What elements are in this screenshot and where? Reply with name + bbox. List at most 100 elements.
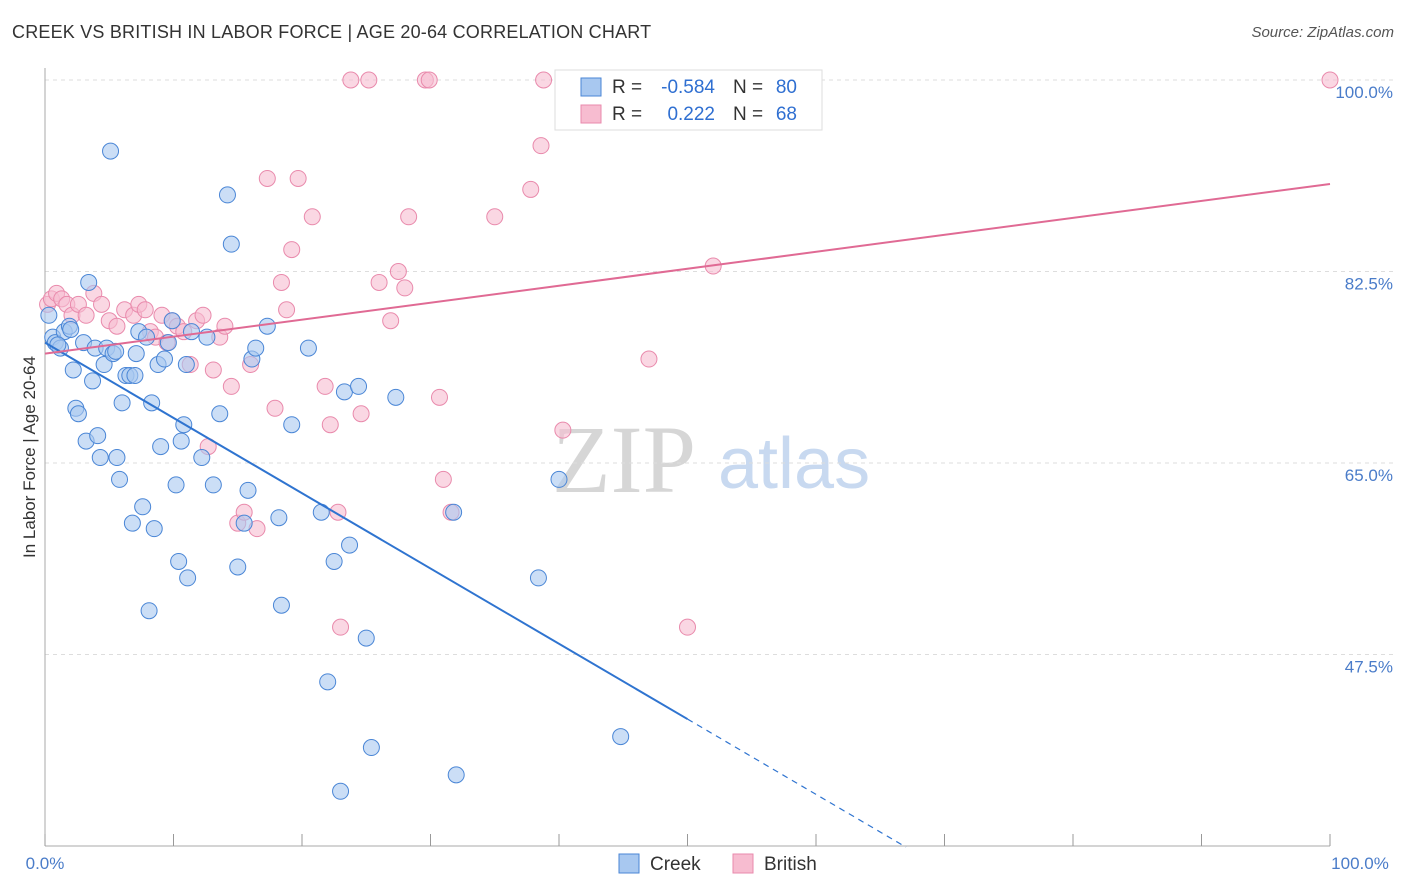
- creek-point-71: [447, 766, 465, 784]
- creek-point-34: [152, 438, 170, 456]
- british-point-37: [272, 273, 290, 291]
- creek-point-47: [211, 405, 229, 423]
- creek-point-56: [270, 509, 288, 527]
- creek-point-55: [258, 317, 276, 335]
- creek-point-79: [177, 356, 195, 374]
- source-label: Source: ZipAtlas.com: [1251, 24, 1394, 41]
- creek-point-61: [319, 673, 337, 691]
- british-point-50: [382, 312, 400, 330]
- creek-point-64: [335, 383, 353, 401]
- creek-point-28: [134, 498, 152, 516]
- british-point-27: [204, 361, 222, 379]
- british-point-51: [389, 263, 407, 280]
- y-axis-label: In Labor Force | Age 20-64: [20, 356, 39, 558]
- creek-point-42: [179, 569, 197, 587]
- creek-point-74: [612, 728, 630, 746]
- creek-point-70: [445, 503, 463, 521]
- creek-point-48: [218, 186, 236, 204]
- british-trend-line: [44, 182, 1331, 355]
- y-tick-label-47.5: 47.5%: [1345, 658, 1393, 677]
- british-point-41: [303, 208, 321, 226]
- british-point-47: [352, 405, 370, 423]
- creek-point-73: [550, 470, 568, 488]
- british-series: [39, 71, 1339, 636]
- watermark-atlas: atlas: [718, 424, 870, 504]
- british-point-7: [77, 306, 95, 324]
- creek-point-69: [387, 388, 405, 406]
- creek-point-51: [235, 514, 253, 532]
- british-point-49: [370, 273, 388, 291]
- british-point-42: [316, 377, 334, 395]
- british-point-60: [522, 180, 540, 198]
- creek-point-29: [138, 328, 156, 346]
- creek-trend-extension: [687, 718, 907, 848]
- british-point-46: [342, 71, 360, 89]
- british-point-48: [360, 71, 378, 89]
- british-point-25: [194, 306, 212, 324]
- creek-point-11: [80, 273, 98, 291]
- british-point-36: [266, 399, 284, 417]
- creek-point-46: [204, 476, 222, 494]
- legend-creek-r-value: -0.584: [661, 77, 715, 98]
- creek-point-39: [170, 552, 188, 570]
- legend-creek-n-label: N =: [733, 77, 763, 98]
- british-point-9: [93, 295, 111, 313]
- legend-british-swatch: [580, 104, 602, 124]
- x-tick-label-max: 100.0%: [1331, 854, 1389, 873]
- british-point-11: [108, 317, 126, 335]
- y-tick-label-100: 100.0%: [1335, 83, 1393, 102]
- legend-creek-r-label: R =: [612, 77, 642, 98]
- creek-point-12: [84, 372, 102, 390]
- creek-point-63: [332, 782, 350, 800]
- british-point-29: [216, 317, 234, 335]
- british-point-30: [222, 377, 240, 395]
- creek-point-62: [325, 552, 343, 570]
- creek-point-67: [357, 629, 375, 647]
- creek-point-76: [62, 320, 80, 338]
- creek-point-58: [283, 416, 301, 434]
- trend-lines: [44, 182, 1331, 848]
- creek-point-66: [350, 377, 368, 395]
- creek-point-72: [529, 569, 547, 587]
- british-point-67: [1321, 71, 1339, 89]
- british-point-39: [283, 241, 301, 259]
- british-point-45: [332, 618, 350, 636]
- legend-british-n-label: N =: [733, 104, 763, 125]
- bottom-legend: Creek British: [618, 853, 817, 875]
- y-tick-label-82.5: 82.5%: [1345, 275, 1393, 294]
- british-point-56: [430, 388, 448, 406]
- creek-point-32: [145, 520, 163, 538]
- creek-point-26: [127, 345, 145, 363]
- british-point-62: [535, 71, 553, 89]
- british-point-64: [640, 350, 658, 368]
- british-point-63: [554, 421, 572, 439]
- creek-point-15: [91, 449, 109, 467]
- british-point-53: [400, 208, 418, 226]
- creek-point-65: [341, 536, 359, 554]
- british-point-43: [321, 416, 339, 434]
- creek-point-21: [111, 470, 129, 488]
- y-tick-label-65: 65.0%: [1345, 466, 1393, 485]
- british-point-57: [434, 470, 452, 488]
- creek-point-25: [123, 514, 141, 532]
- creek-point-68: [362, 739, 380, 757]
- creek-series: [40, 142, 630, 800]
- british-point-40: [289, 169, 307, 187]
- british-point-55: [420, 71, 438, 89]
- creek-point-30: [140, 602, 158, 620]
- creek-trend-line: [44, 341, 689, 720]
- creek-point-49: [222, 235, 240, 253]
- creek-point-59: [299, 339, 317, 357]
- creek-point-44: [193, 449, 211, 467]
- x-tick-label-min: 0.0%: [26, 854, 65, 873]
- legend-british-r-value: 0.222: [667, 104, 715, 125]
- legend-british-n-value: 68: [776, 104, 797, 125]
- creek-point-37: [163, 312, 181, 330]
- creek-point-43: [182, 323, 200, 341]
- british-point-38: [278, 301, 296, 319]
- legend-british-r-label: R =: [612, 104, 642, 125]
- creek-point-20: [108, 449, 126, 467]
- creek-point-57: [272, 596, 290, 614]
- y-tick-labels: 47.5% 65.0% 82.5% 100.0%: [1335, 83, 1393, 677]
